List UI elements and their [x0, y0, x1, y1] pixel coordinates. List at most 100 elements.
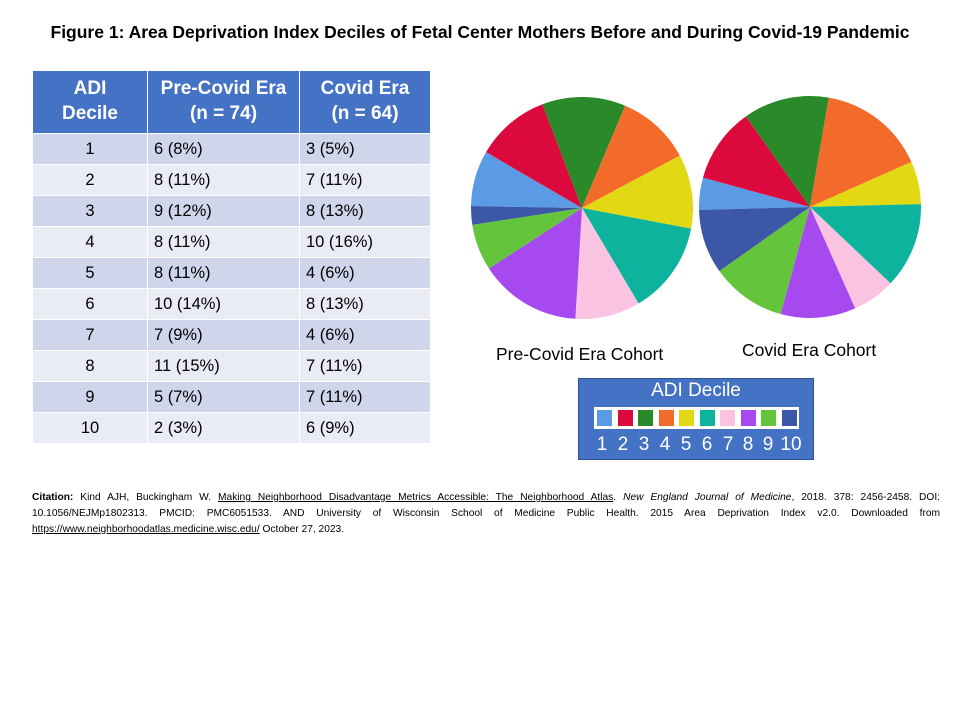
covid-slice-decile-5: [810, 161, 921, 207]
pre-covid-slice-decile-9: [472, 208, 582, 269]
legend-label-3: 3: [638, 434, 650, 455]
pre-covid-slice-decile-1: [471, 152, 582, 208]
pre-covid-cell: 11 (15%): [147, 350, 300, 382]
header-text: ADI: [73, 78, 107, 100]
legend-swatch-10: [781, 410, 797, 426]
table-row: 4 8 (11%) 10 (16%): [32, 226, 431, 258]
pre-covid-pie: [471, 97, 693, 319]
legend-swatch-9: [761, 410, 776, 426]
legend-label-4: 4: [659, 434, 671, 455]
decile-cell: 5: [32, 257, 148, 289]
pie-charts: [471, 95, 921, 319]
pre-covid-cell: 8 (11%): [147, 257, 300, 289]
decile-cell: 7: [32, 319, 148, 351]
adi-decile-legend: ADI Decile 1 2 3 4 5 6 7 8 9 10: [578, 378, 814, 460]
legend-swatch-4: [658, 410, 674, 426]
pre-covid-slice-decile-6: [582, 208, 692, 304]
legend-label-6: 6: [701, 434, 713, 455]
citation: Citation: Kind AJH, Buckingham W. Making…: [32, 490, 940, 537]
table-header-row: ADI Decile Pre-Covid Era (n = 74) Covid …: [32, 70, 431, 134]
decile-cell: 2: [32, 164, 148, 196]
covid-pie-label: Covid Era Cohort: [742, 340, 877, 360]
decile-cell: 6: [32, 288, 148, 320]
covid-cell: 10 (16%): [299, 226, 431, 258]
covid-cell: 7 (11%): [299, 350, 431, 382]
table-row: 3 9 (12%) 8 (13%): [32, 195, 431, 227]
pre-covid-cell: 9 (12%): [147, 195, 300, 227]
covid-cell: 4 (6%): [299, 257, 431, 289]
pre-covid-slice-decile-3: [542, 97, 626, 208]
citation-label: Citation:: [32, 492, 74, 503]
figure-title: Figure 1: Area Deprivation Index Deciles…: [50, 22, 910, 42]
table-row: 9 5 (7%) 7 (11%): [32, 381, 431, 413]
pre-covid-cell: 6 (8%): [147, 133, 300, 165]
pre-covid-cell: 2 (3%): [147, 412, 300, 444]
covid-cell: 7 (11%): [299, 381, 431, 413]
legend-label-2: 2: [617, 434, 629, 455]
pre-covid-cell: 8 (11%): [147, 226, 300, 258]
covid-slice-decile-3: [745, 95, 829, 207]
legend-swatch-6: [699, 410, 715, 426]
pre-covid-cell: 8 (11%): [147, 164, 300, 196]
covid-slice-decile-10: [699, 207, 810, 272]
covid-cell: 8 (13%): [299, 195, 431, 227]
pre-covid-slice-decile-5: [582, 155, 693, 229]
decile-cell: 10: [32, 412, 148, 444]
pre-covid-cell: 10 (14%): [147, 288, 300, 320]
citation-url-link[interactable]: https://www.neighborhoodatlas.medicine.w…: [32, 523, 260, 535]
pre-covid-slice-decile-7: [575, 208, 639, 319]
table-row: 7 7 (9%) 4 (6%): [32, 319, 431, 351]
citation-authors: Kind AJH, Buckingham W.: [73, 492, 219, 503]
covid-slice-decile-8: [780, 207, 856, 319]
header-pre-covid: Pre-Covid Era (n = 74): [147, 70, 300, 134]
legend-label-1: 1: [596, 434, 608, 455]
legend-swatch-3: [638, 410, 653, 426]
pre-covid-cell: 5 (7%): [147, 381, 300, 413]
adi-decile-table: ADI Decile Pre-Covid Era (n = 74) Covid …: [32, 70, 431, 444]
header-text: Covid Era: [320, 78, 410, 100]
decile-cell: 1: [32, 133, 148, 165]
covid-slice-decile-4: [810, 97, 912, 207]
decile-cell: 9: [32, 381, 148, 413]
covid-slice-decile-9: [719, 207, 810, 315]
legend-title: ADI Decile: [651, 380, 741, 401]
header-adi-decile: ADI Decile: [32, 70, 148, 134]
pre-covid-pie-label: Pre-Covid Era Cohort: [496, 344, 664, 364]
covid-slice-decile-7: [810, 207, 891, 309]
covid-cell: 6 (9%): [299, 412, 431, 444]
decile-cell: 8: [32, 350, 148, 382]
citation-article-link[interactable]: Making Neighborhood Disadvantage Metrics…: [218, 492, 614, 503]
pre-covid-slice-decile-2: [486, 104, 582, 208]
legend-label-9: 9: [762, 434, 774, 455]
legend-swatch-strip: [594, 407, 799, 429]
pre-covid-slice-decile-10: [471, 206, 582, 225]
table-row: 8 11 (15%) 7 (11%): [32, 350, 431, 382]
legend-label-7: 7: [722, 434, 734, 455]
citation-separator: .: [613, 492, 624, 503]
table-row: 5 8 (11%) 4 (6%): [32, 257, 431, 289]
header-text: (n = 64): [331, 103, 399, 124]
citation-date: October 27, 2023.: [259, 523, 345, 535]
pre-covid-cell: 7 (9%): [147, 319, 300, 351]
citation-journal: New England Journal of Medicine: [623, 492, 792, 503]
pre-covid-slice-decile-8: [488, 208, 582, 319]
decile-cell: 4: [32, 226, 148, 258]
legend-label-10: 10: [780, 434, 802, 455]
header-text: Decile: [62, 103, 118, 124]
legend-label-5: 5: [680, 434, 692, 455]
covid-slice-decile-6: [810, 204, 921, 284]
table-row: 6 10 (14%) 8 (13%): [32, 288, 431, 320]
covid-cell: 8 (13%): [299, 288, 431, 320]
covid-cell: 4 (6%): [299, 319, 431, 351]
table-row: 1 6 (8%) 3 (5%): [32, 133, 431, 165]
legend-swatch-7: [720, 410, 735, 426]
legend-swatch-5: [679, 410, 694, 426]
header-text: Pre-Covid Era: [160, 78, 287, 100]
covid-slice-decile-2: [702, 116, 810, 207]
covid-pie: [699, 95, 921, 319]
decile-cell: 3: [32, 195, 148, 227]
covid-cell: 3 (5%): [299, 133, 431, 165]
legend-label-8: 8: [742, 434, 754, 455]
pre-covid-slice-decile-4: [582, 105, 680, 208]
header-covid: Covid Era (n = 64): [299, 70, 431, 134]
